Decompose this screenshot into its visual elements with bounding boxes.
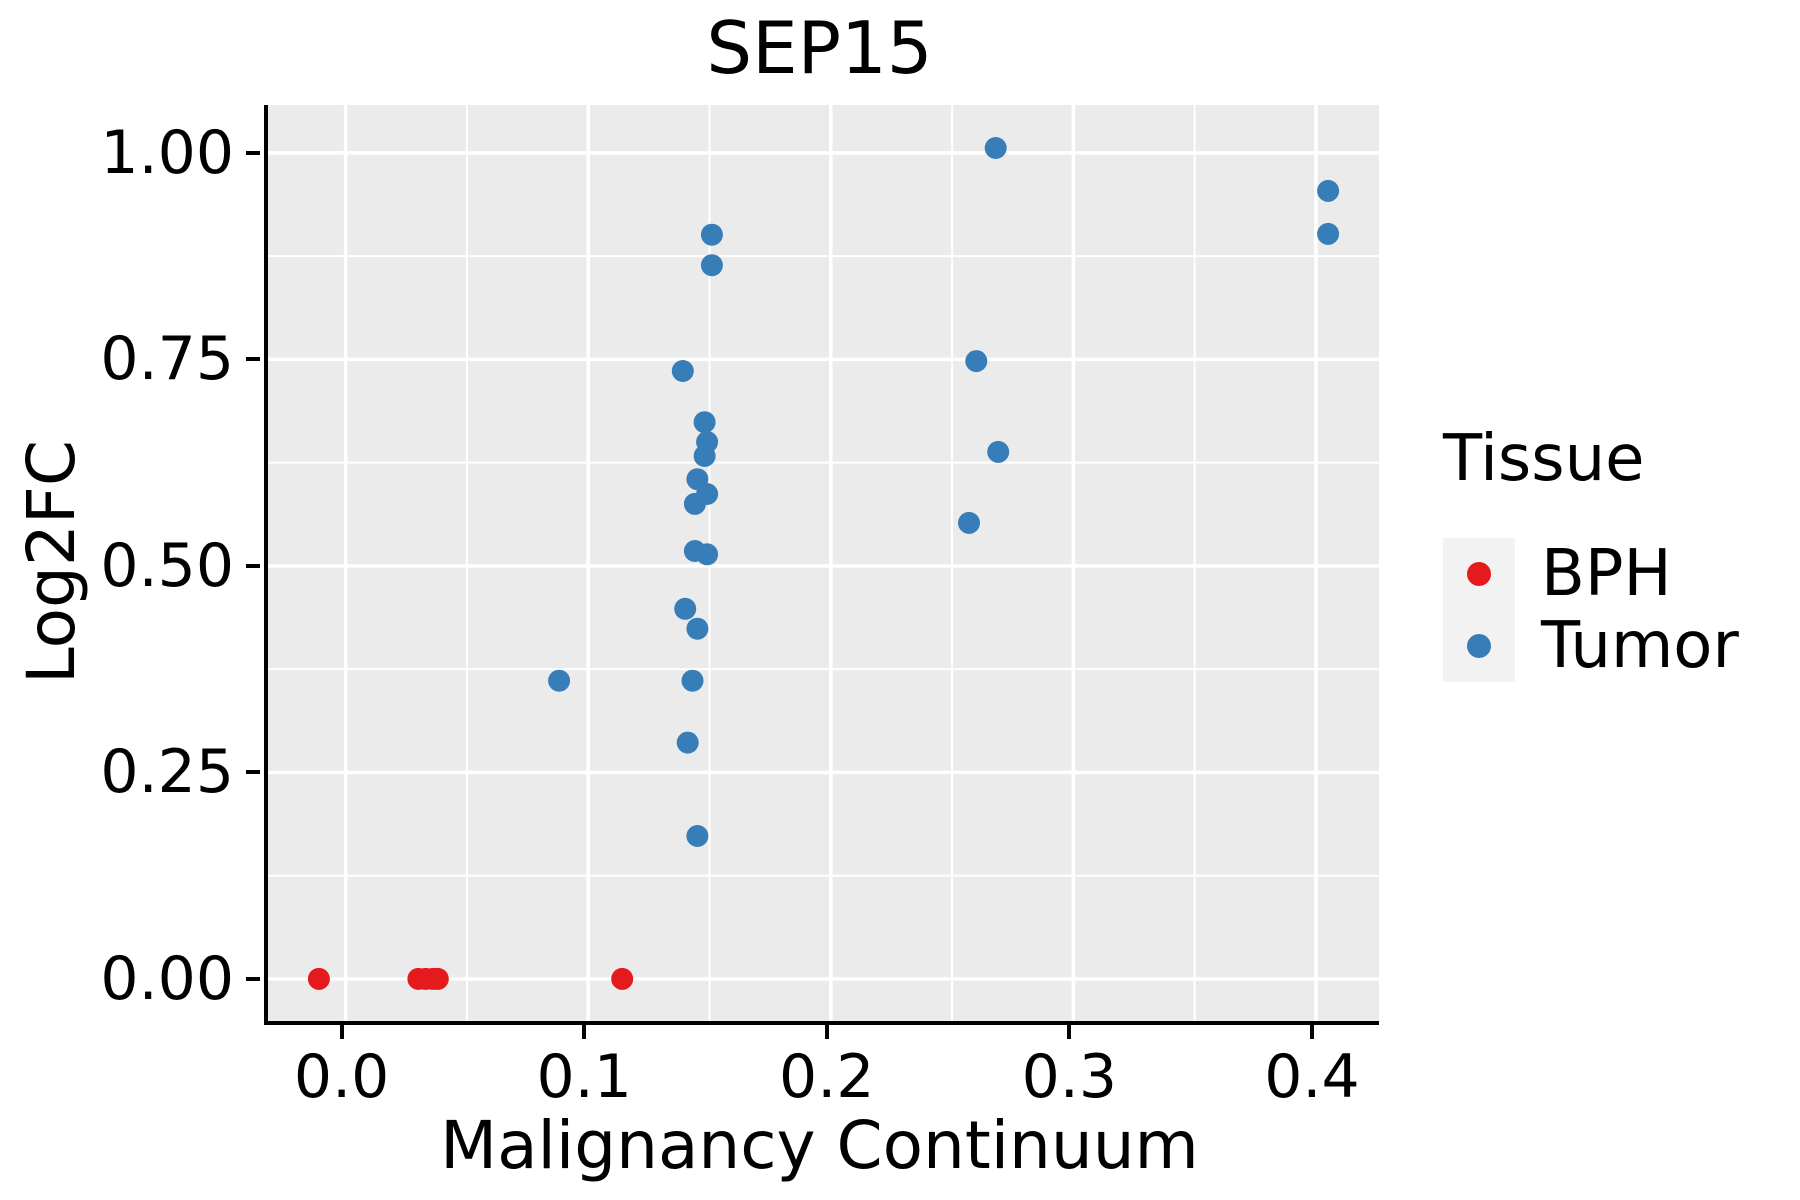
point-bph: [426, 967, 449, 990]
point-bph: [307, 967, 330, 990]
x-tick-label: 0.4: [1264, 1042, 1360, 1112]
plot-title: SEP15: [706, 6, 933, 90]
point-tumor: [987, 440, 1010, 463]
point-tumor: [700, 223, 723, 246]
x-axis-tick: [824, 1025, 829, 1039]
scatter-canvas: [268, 105, 1379, 1021]
point-tumor: [683, 492, 706, 515]
legend-item-label: Tumor: [1541, 609, 1739, 683]
legend-item-tumor: Tumor: [1443, 610, 1739, 682]
point-tumor: [693, 445, 716, 467]
y-tick-label: 0.50: [100, 530, 234, 601]
legend-items: BPH Tumor: [1443, 538, 1739, 682]
point-tumor: [1317, 222, 1340, 245]
legend-title: Tissue: [1443, 422, 1645, 496]
legend-key: [1443, 610, 1515, 682]
y-axis-tick: [246, 357, 260, 362]
point-tumor: [965, 350, 988, 373]
point-tumor: [686, 617, 709, 640]
y-axis-tick: [246, 976, 260, 981]
y-axis-tick: [246, 150, 260, 155]
y-axis-tick: [246, 770, 260, 775]
x-axis-label: Malignancy Continuum: [440, 1107, 1199, 1184]
x-tick-label: 0.1: [536, 1042, 632, 1112]
point-tumor: [676, 731, 699, 754]
point-tumor: [681, 669, 704, 692]
x-axis-tick: [1067, 1025, 1072, 1039]
y-tick-label: 0.25: [100, 737, 234, 808]
x-axis-tick: [1309, 1025, 1314, 1039]
point-tumor: [674, 597, 697, 620]
point-tumor: [686, 825, 709, 847]
point-tumor: [548, 669, 571, 692]
point-tumor: [1317, 179, 1340, 202]
x-axis-tick: [582, 1025, 587, 1039]
legend-item-label: BPH: [1541, 537, 1672, 611]
point-tumor: [700, 254, 723, 277]
point-tumor: [984, 137, 1007, 159]
y-tick-label: 0.75: [100, 324, 234, 395]
legend-item-bph: BPH: [1443, 538, 1739, 610]
x-tick-label: 0.3: [1021, 1042, 1118, 1112]
y-axis-label: Log2FC: [13, 440, 90, 684]
y-tick-label: 0.00: [100, 943, 234, 1014]
legend: Tissue BPH Tumor: [1443, 420, 1739, 682]
x-axis-tick: [339, 1025, 344, 1039]
x-tick-label: 0.0: [293, 1042, 390, 1112]
legend-dot-icon: [1467, 562, 1491, 586]
legend-key: [1443, 538, 1515, 610]
y-tick-label: 1.00: [100, 117, 234, 188]
point-bph: [611, 967, 634, 990]
point-tumor: [671, 360, 694, 382]
legend-dot-icon: [1467, 634, 1491, 658]
point-tumor: [958, 511, 980, 534]
y-axis-tick: [246, 563, 260, 568]
x-tick-label: 0.2: [779, 1042, 875, 1112]
point-tumor: [693, 411, 716, 434]
plot-panel: [264, 105, 1379, 1025]
point-tumor: [696, 543, 719, 566]
